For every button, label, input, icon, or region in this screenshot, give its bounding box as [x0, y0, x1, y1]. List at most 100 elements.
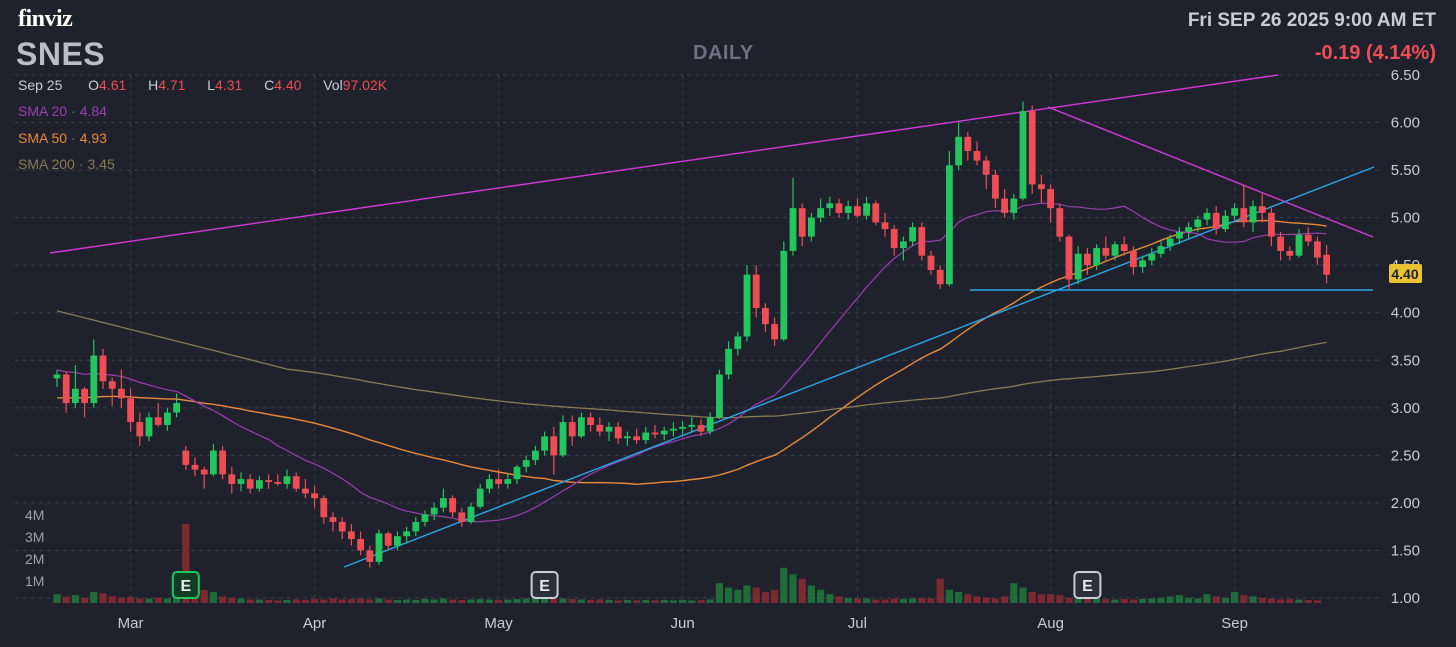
- x-tick-label: Apr: [303, 615, 326, 632]
- candle: [440, 488, 447, 513]
- volume-bar: [476, 599, 484, 603]
- candle-body: [136, 422, 144, 437]
- candle-body: [329, 517, 337, 522]
- candle-body: [467, 506, 475, 522]
- volume-bar: [1111, 599, 1119, 603]
- timeframe-label[interactable]: DAILY: [693, 42, 754, 64]
- candle-body: [1038, 184, 1045, 190]
- volume-bar: [366, 599, 374, 603]
- candle: [237, 472, 245, 492]
- candle: [1001, 189, 1008, 218]
- volume-bar: [1166, 596, 1174, 603]
- volume-bar: [679, 599, 687, 603]
- volume-bar: [53, 594, 61, 603]
- candle: [890, 225, 898, 256]
- candle-body: [375, 533, 383, 562]
- y-tick-label: 1.50: [1391, 542, 1420, 559]
- candle-body: [1185, 227, 1192, 232]
- sma50-legend[interactable]: SMA 50 · 4.93: [18, 130, 107, 146]
- candle-body: [890, 229, 898, 249]
- volume-bar: [1065, 597, 1073, 603]
- volume-bar: [504, 599, 512, 603]
- x-tick-label: Jun: [671, 615, 695, 632]
- sma200-legend[interactable]: SMA 200 · 3.45: [18, 156, 115, 172]
- volume-bar: [1185, 597, 1193, 603]
- candle: [522, 455, 530, 473]
- volume-bar: [136, 598, 144, 603]
- volume-bar: [71, 595, 79, 603]
- candle: [743, 265, 751, 342]
- candle: [1240, 184, 1248, 228]
- candle-body: [1010, 198, 1018, 213]
- candle: [1065, 234, 1073, 289]
- volume-bar: [1074, 598, 1082, 603]
- sma20-line: [56, 202, 1327, 523]
- candle-body: [881, 222, 889, 230]
- candle: [458, 507, 466, 527]
- volume-bar: [329, 598, 337, 603]
- volume-bar: [145, 598, 153, 603]
- candle: [265, 474, 272, 489]
- candle: [752, 265, 760, 318]
- candle-body: [440, 498, 447, 508]
- candle: [1194, 215, 1202, 232]
- ohlc-readout: Sep 25 O4.61 H4.71 L4.31 C4.40 Vol97.02K: [18, 77, 387, 93]
- candle: [670, 422, 677, 437]
- candle: [771, 317, 778, 347]
- volume-bar: [219, 596, 227, 603]
- volume-bar: [669, 600, 677, 603]
- candle-body: [1056, 208, 1064, 237]
- candle-body: [513, 466, 521, 480]
- earnings-marker-label: E: [180, 578, 191, 595]
- volume-bar: [550, 598, 558, 603]
- ohlc-date: Sep 25: [18, 77, 63, 93]
- candle: [559, 415, 567, 458]
- volume-bar: [780, 567, 788, 603]
- volume-bar: [495, 599, 503, 603]
- candle: [292, 472, 300, 492]
- volume-bar: [587, 599, 595, 603]
- y-tick-label: 6.00: [1391, 115, 1420, 132]
- candle-body: [872, 203, 880, 223]
- candle-body: [62, 374, 70, 404]
- candle-body: [587, 417, 594, 425]
- sma20-legend[interactable]: SMA 20 · 4.84: [18, 103, 107, 119]
- candle: [1314, 236, 1321, 266]
- candle-body: [854, 206, 861, 216]
- volume-tick-label: 3M: [25, 529, 44, 545]
- volume-bar: [899, 599, 907, 603]
- candle-body: [421, 514, 429, 522]
- x-axis: Mar Apr May Jun Jul Aug Sep: [118, 615, 1248, 632]
- close-value: 4.40: [274, 77, 302, 93]
- candle-body: [1148, 253, 1156, 261]
- candle-body: [1047, 189, 1054, 209]
- sma200-line: [56, 310, 1327, 419]
- candle-body: [982, 160, 990, 175]
- candle: [246, 474, 254, 494]
- candle-body: [1093, 248, 1100, 266]
- sma200-value: 3.45: [87, 156, 115, 172]
- volume-bar: [200, 589, 208, 603]
- candle: [1056, 203, 1064, 242]
- candle: [1258, 193, 1266, 223]
- candle-body: [219, 450, 226, 475]
- volume-bar: [1295, 599, 1303, 603]
- finviz-logo[interactable]: finviz: [18, 6, 73, 32]
- candle-body: [145, 417, 153, 437]
- candle: [614, 422, 622, 444]
- candle-body: [81, 388, 88, 404]
- earnings-marker: E: [1073, 571, 1102, 599]
- candle: [1295, 229, 1303, 258]
- candle-body: [734, 336, 742, 349]
- last-price-label: 4.40: [1391, 266, 1418, 282]
- volume-bar: [1093, 598, 1101, 603]
- candle-body: [725, 348, 732, 375]
- candle: [210, 443, 217, 477]
- candle: [992, 170, 999, 209]
- candle-body: [946, 165, 953, 285]
- candle-body: [338, 521, 346, 532]
- candle: [127, 388, 134, 432]
- candle: [1130, 246, 1137, 275]
- candle-body: [237, 479, 245, 484]
